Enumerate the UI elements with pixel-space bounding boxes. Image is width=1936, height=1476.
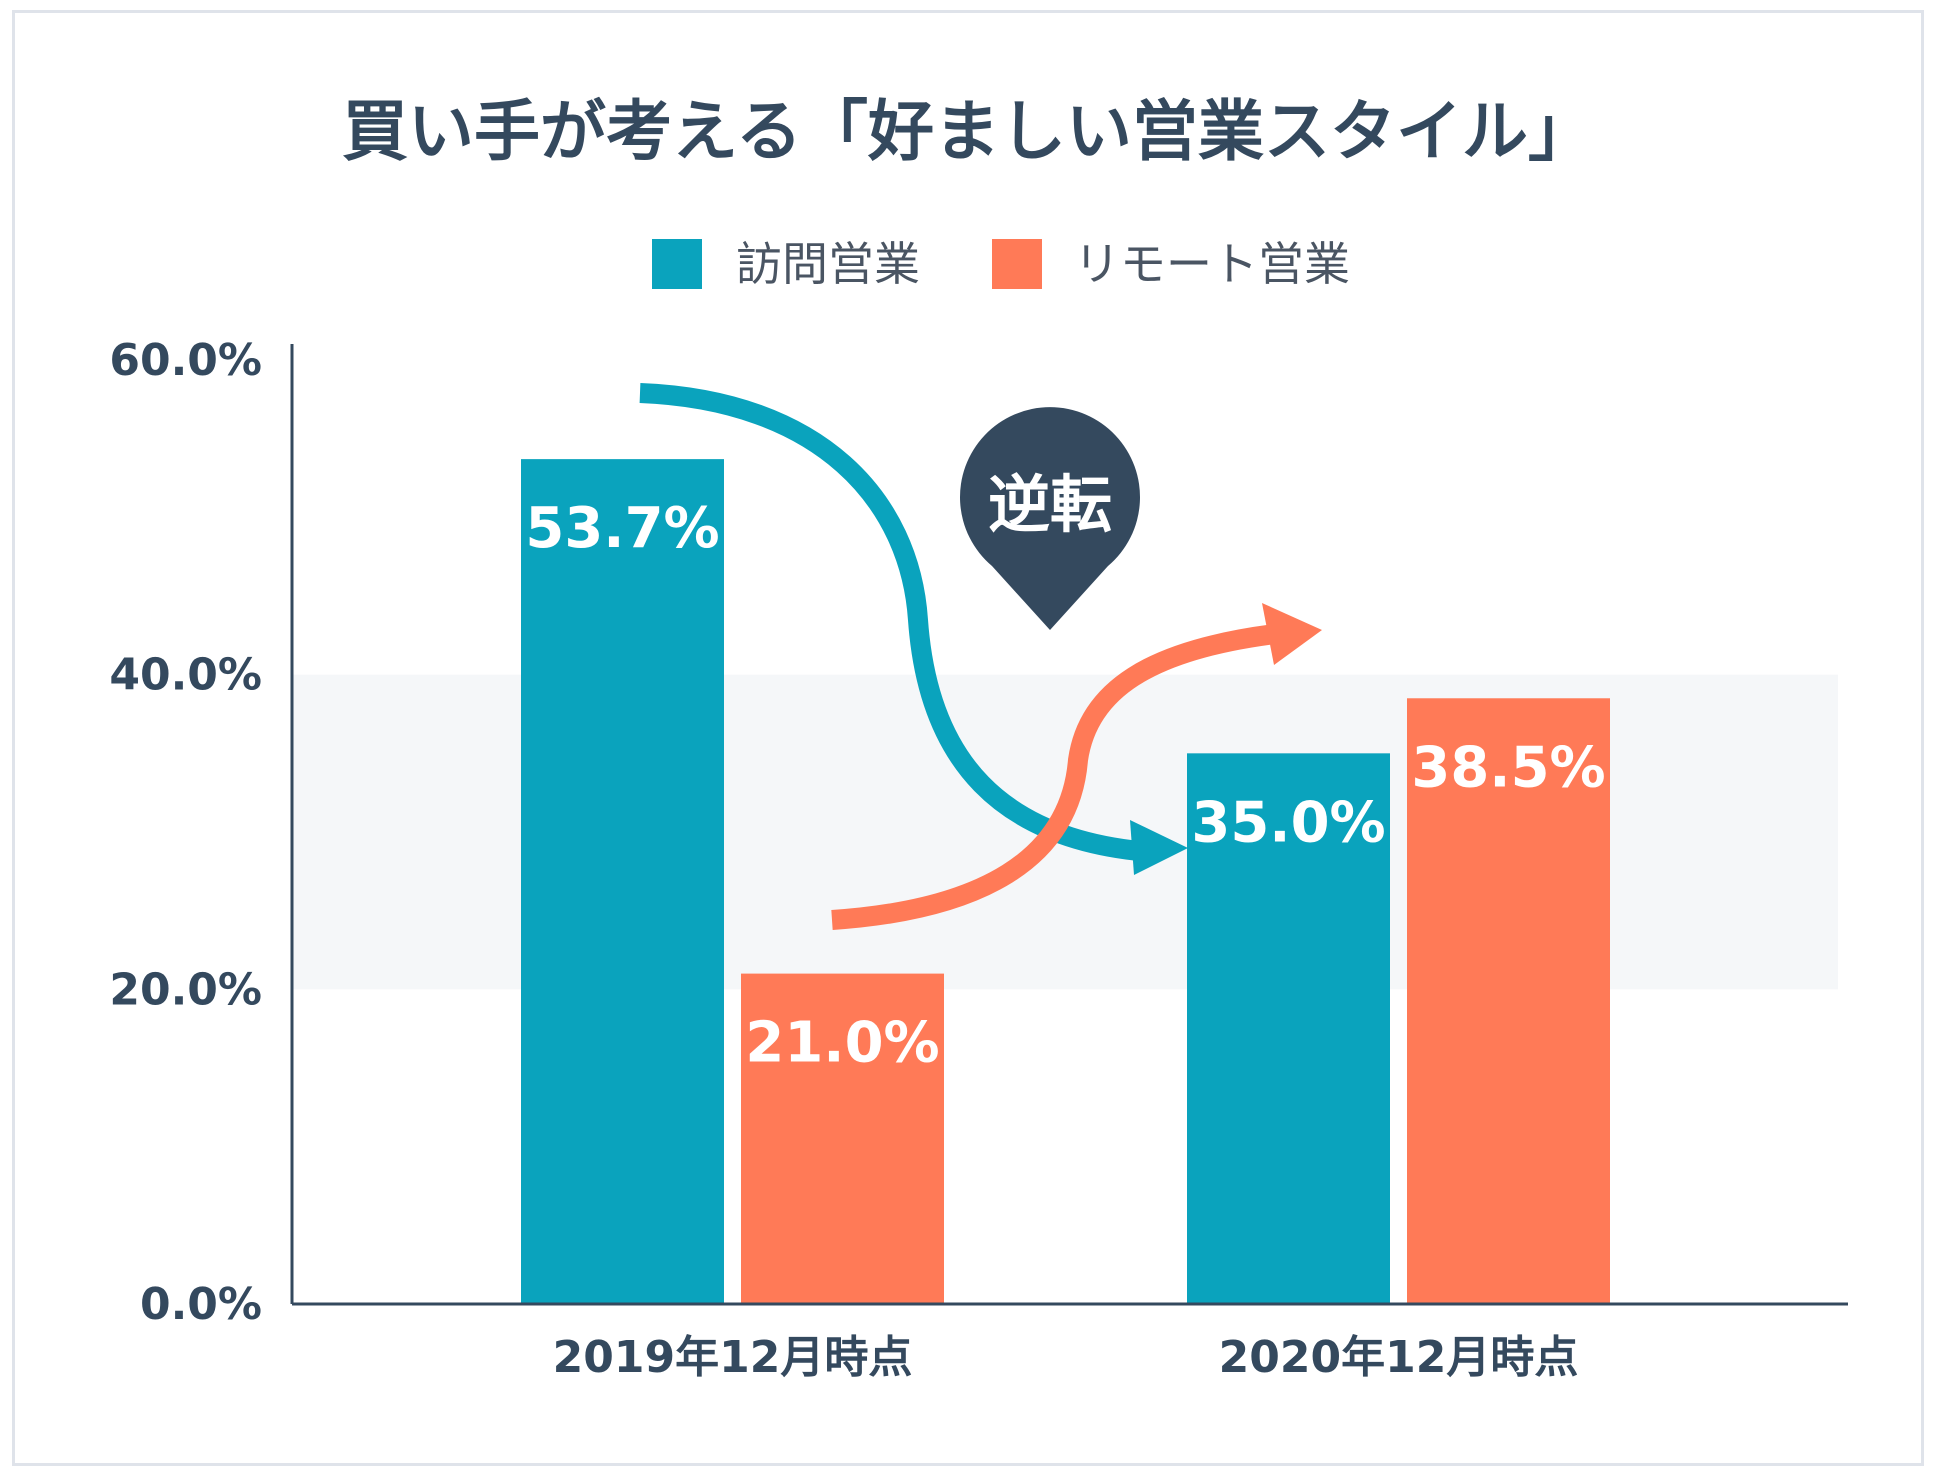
bar-value-label: 35.0% — [1191, 790, 1385, 855]
bars: 53.7% 21.0% 35.0% 38.5% — [521, 459, 1610, 1304]
y-tick-label: 40.0% — [109, 650, 262, 701]
bar-value-label: 53.7% — [525, 496, 719, 561]
reversal-badge-shape — [960, 407, 1140, 630]
visit-trend-arrow — [639, 383, 1151, 862]
bar-value-label: 38.5% — [1411, 735, 1605, 800]
y-axis-ticks: 0.0% 20.0% 40.0% 60.0% — [109, 335, 262, 1330]
bar-remote-1 — [741, 973, 944, 1304]
chart-title: 買い手が考える「好ましい営業スタイル」 — [342, 93, 1594, 170]
y-tick-label: 60.0% — [109, 335, 262, 386]
bar-value-label: 21.0% — [745, 1011, 939, 1076]
legend-label-visit: 訪問営業 — [736, 237, 920, 291]
x-category-label: 2019年12月時点 — [553, 1332, 913, 1383]
legend: 訪問営業 リモート営業 — [652, 237, 1350, 291]
reversal-badge: 逆転 — [960, 407, 1140, 630]
x-axis-categories: 2019年12月時点 2020年12月時点 — [553, 1332, 1579, 1383]
remote-trend-arrow — [831, 624, 1277, 930]
x-category-label: 2020年12月時点 — [1219, 1332, 1579, 1383]
bar-visit-2 — [1187, 753, 1390, 1304]
remote-trend-arrowhead — [1262, 603, 1322, 665]
visit-trend-arrowhead — [1130, 820, 1188, 875]
y-tick-label: 20.0% — [109, 964, 262, 1015]
bar-remote-2 — [1407, 698, 1610, 1304]
reversal-badge-text: 逆転 — [988, 468, 1112, 541]
y-tick-label: 0.0% — [140, 1279, 262, 1330]
bar-visit-1 — [521, 459, 724, 1304]
legend-label-remote: リモート営業 — [1074, 237, 1350, 291]
legend-swatch-visit — [652, 239, 702, 289]
legend-swatch-remote — [992, 239, 1042, 289]
